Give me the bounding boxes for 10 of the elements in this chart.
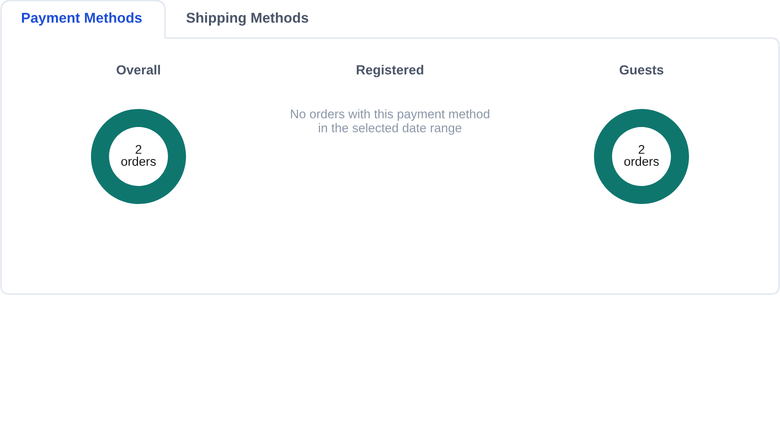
data-label: 2 [638, 145, 644, 154]
text: orders [121, 156, 156, 166]
chart-title: Guests [620, 65, 664, 75]
text: orders [624, 156, 659, 166]
text: No orders with this payment method in the selected date range [290, 109, 490, 135]
text: Shipping Methods [186, 12, 308, 26]
text: Payment Methods [22, 12, 142, 26]
text: Registered [356, 64, 424, 78]
data-label: 2 [136, 145, 142, 154]
chart-title: Overall [116, 64, 160, 75]
